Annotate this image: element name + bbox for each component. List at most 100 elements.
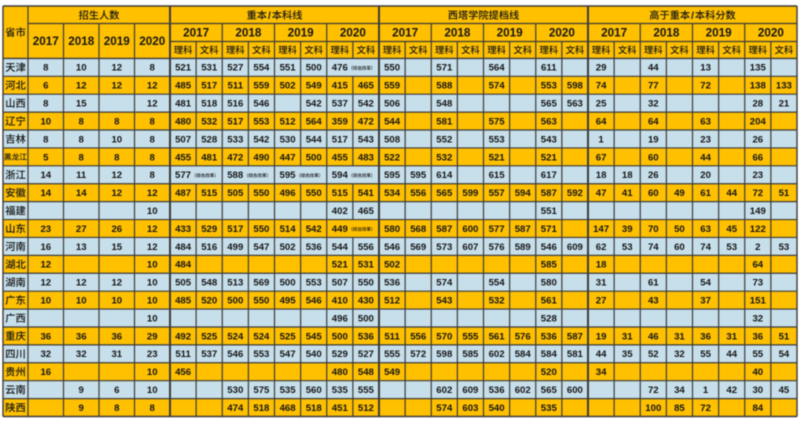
svg-text:600: 600	[462, 224, 478, 235]
svg-text:536: 536	[306, 242, 322, 253]
svg-text:8: 8	[43, 63, 49, 74]
svg-text:474: 474	[227, 403, 244, 414]
svg-text:77: 77	[648, 81, 659, 92]
svg-text:595: 595	[384, 170, 401, 181]
svg-text:28: 28	[752, 99, 763, 110]
svg-text:500: 500	[306, 63, 322, 74]
svg-text:151: 151	[750, 296, 767, 307]
svg-text:546: 546	[253, 99, 269, 110]
svg-text:2: 2	[755, 242, 760, 253]
svg-text:490: 490	[253, 152, 269, 163]
svg-text:2017: 2017	[33, 35, 59, 48]
svg-text:29: 29	[596, 63, 607, 74]
svg-text:569: 569	[253, 278, 269, 289]
svg-text:556: 556	[358, 242, 374, 253]
svg-text:603: 603	[462, 403, 478, 414]
svg-text:602: 602	[515, 385, 531, 396]
svg-text:20: 20	[700, 170, 711, 181]
svg-text:73: 73	[752, 278, 763, 289]
svg-text:529: 529	[332, 349, 348, 360]
svg-text:12: 12	[147, 224, 158, 235]
svg-text:561: 561	[541, 296, 558, 307]
svg-text:518: 518	[306, 403, 323, 414]
svg-text:487: 487	[175, 188, 191, 199]
svg-text:546: 546	[306, 296, 322, 307]
svg-text:584: 584	[541, 349, 558, 360]
svg-text:60: 60	[648, 188, 659, 199]
svg-text:44: 44	[726, 188, 737, 199]
svg-text:516: 516	[227, 99, 243, 110]
svg-text:588: 588	[227, 170, 244, 181]
svg-text:536: 536	[358, 331, 374, 342]
svg-text:10: 10	[76, 296, 87, 307]
svg-text:10: 10	[147, 206, 158, 217]
svg-text:72: 72	[648, 385, 659, 396]
svg-text:522: 522	[384, 152, 400, 163]
svg-text:53: 53	[726, 242, 737, 253]
svg-text:31: 31	[596, 278, 607, 289]
svg-text:496: 496	[280, 188, 296, 199]
svg-text:12: 12	[147, 81, 158, 92]
svg-text:513: 513	[227, 278, 243, 289]
svg-text:2018: 2018	[68, 35, 95, 48]
svg-text:32: 32	[40, 349, 51, 360]
svg-text:133: 133	[776, 81, 792, 92]
svg-text:37: 37	[700, 296, 711, 307]
svg-text:41: 41	[622, 188, 633, 199]
svg-text:2019: 2019	[104, 35, 131, 48]
svg-text:2018: 2018	[235, 27, 262, 40]
svg-text:85: 85	[674, 403, 685, 414]
svg-text:455: 455	[332, 152, 349, 163]
svg-text:587: 587	[436, 224, 452, 235]
svg-text:10: 10	[111, 296, 122, 307]
svg-text:536: 536	[384, 278, 400, 289]
svg-text:502: 502	[280, 81, 296, 92]
svg-text:138: 138	[750, 81, 767, 92]
svg-text:64: 64	[596, 116, 607, 127]
svg-text:581: 581	[567, 349, 584, 360]
svg-text:2020: 2020	[139, 35, 166, 48]
svg-text:66: 66	[752, 152, 763, 163]
svg-text:415: 415	[332, 81, 349, 92]
svg-text:64: 64	[752, 260, 763, 271]
svg-text:44: 44	[648, 63, 659, 74]
svg-text:8: 8	[79, 116, 85, 127]
svg-text:60: 60	[648, 152, 659, 163]
svg-text:552: 552	[436, 134, 452, 145]
svg-text:64: 64	[648, 116, 659, 127]
svg-text:587: 587	[541, 188, 557, 199]
svg-text:485: 485	[175, 296, 192, 307]
svg-text:553: 553	[489, 134, 505, 145]
svg-text:580: 580	[384, 224, 400, 235]
svg-text:19: 19	[648, 134, 659, 145]
svg-text:517: 517	[227, 116, 243, 127]
svg-text:10: 10	[147, 296, 158, 307]
svg-text:545: 545	[306, 331, 323, 342]
svg-text:527: 527	[227, 63, 243, 74]
svg-text:61: 61	[700, 188, 711, 199]
svg-text:542: 542	[253, 134, 269, 145]
svg-text:12: 12	[111, 188, 122, 199]
svg-text:46: 46	[648, 331, 659, 342]
svg-text:508: 508	[384, 134, 401, 145]
svg-text:553: 553	[306, 278, 322, 289]
svg-text:465: 465	[358, 81, 375, 92]
svg-text:592: 592	[567, 188, 583, 199]
svg-text:359: 359	[332, 116, 348, 127]
svg-text:531: 531	[201, 63, 218, 74]
svg-text:553: 553	[253, 116, 269, 127]
svg-text:564: 564	[306, 116, 323, 127]
svg-text:11: 11	[76, 170, 87, 181]
svg-text:520: 520	[201, 296, 217, 307]
svg-text:42: 42	[726, 385, 737, 396]
svg-text:2017: 2017	[183, 27, 209, 40]
svg-text:550: 550	[384, 63, 400, 74]
svg-text:36: 36	[752, 331, 763, 342]
svg-text:528: 528	[201, 134, 218, 145]
svg-text:44: 44	[726, 349, 737, 360]
svg-text:598: 598	[567, 81, 584, 92]
svg-text:524: 524	[227, 331, 244, 342]
svg-text:51: 51	[779, 188, 790, 199]
svg-text:520: 520	[541, 367, 557, 378]
svg-text:527: 527	[358, 349, 374, 360]
